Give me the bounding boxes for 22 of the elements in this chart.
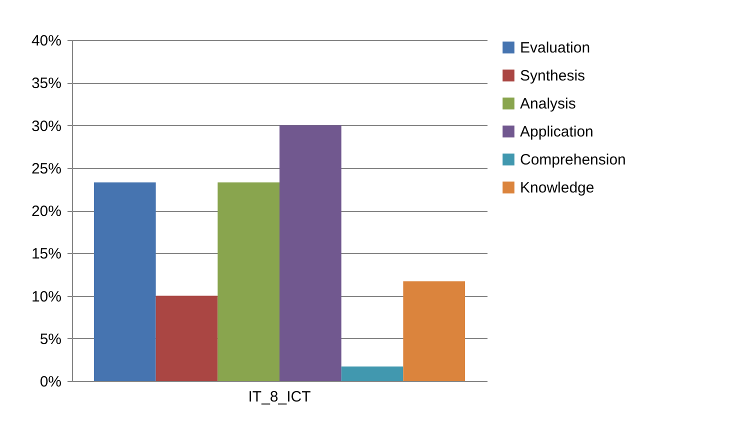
- y-tick-label: 0%: [40, 374, 62, 390]
- legend-label: Synthesis: [520, 68, 586, 84]
- bar: [156, 296, 218, 381]
- bar: [94, 182, 156, 381]
- legend-label: Evaluation: [520, 40, 590, 56]
- bar: [280, 125, 342, 381]
- legend-label: Analysis: [520, 96, 576, 112]
- y-tick-label: 20%: [31, 203, 62, 220]
- y-tick-label: 5%: [40, 330, 62, 348]
- bar: [218, 182, 280, 381]
- y-tick-label: 35%: [31, 75, 62, 92]
- y-tick-label: 10%: [31, 288, 62, 306]
- y-tick-label: 25%: [31, 160, 62, 178]
- bar: [341, 366, 404, 381]
- legend-label: Knowledge: [520, 180, 594, 196]
- x-tick-label: IT_8_ICT: [248, 388, 311, 406]
- y-tick-label: 15%: [31, 246, 62, 263]
- y-tick-label: 30%: [31, 118, 62, 135]
- legend-label: Application: [520, 124, 594, 140]
- y-tick-label: 40%: [31, 32, 62, 50]
- bar: [403, 281, 466, 381]
- legend-label: Comprehension: [520, 152, 626, 168]
